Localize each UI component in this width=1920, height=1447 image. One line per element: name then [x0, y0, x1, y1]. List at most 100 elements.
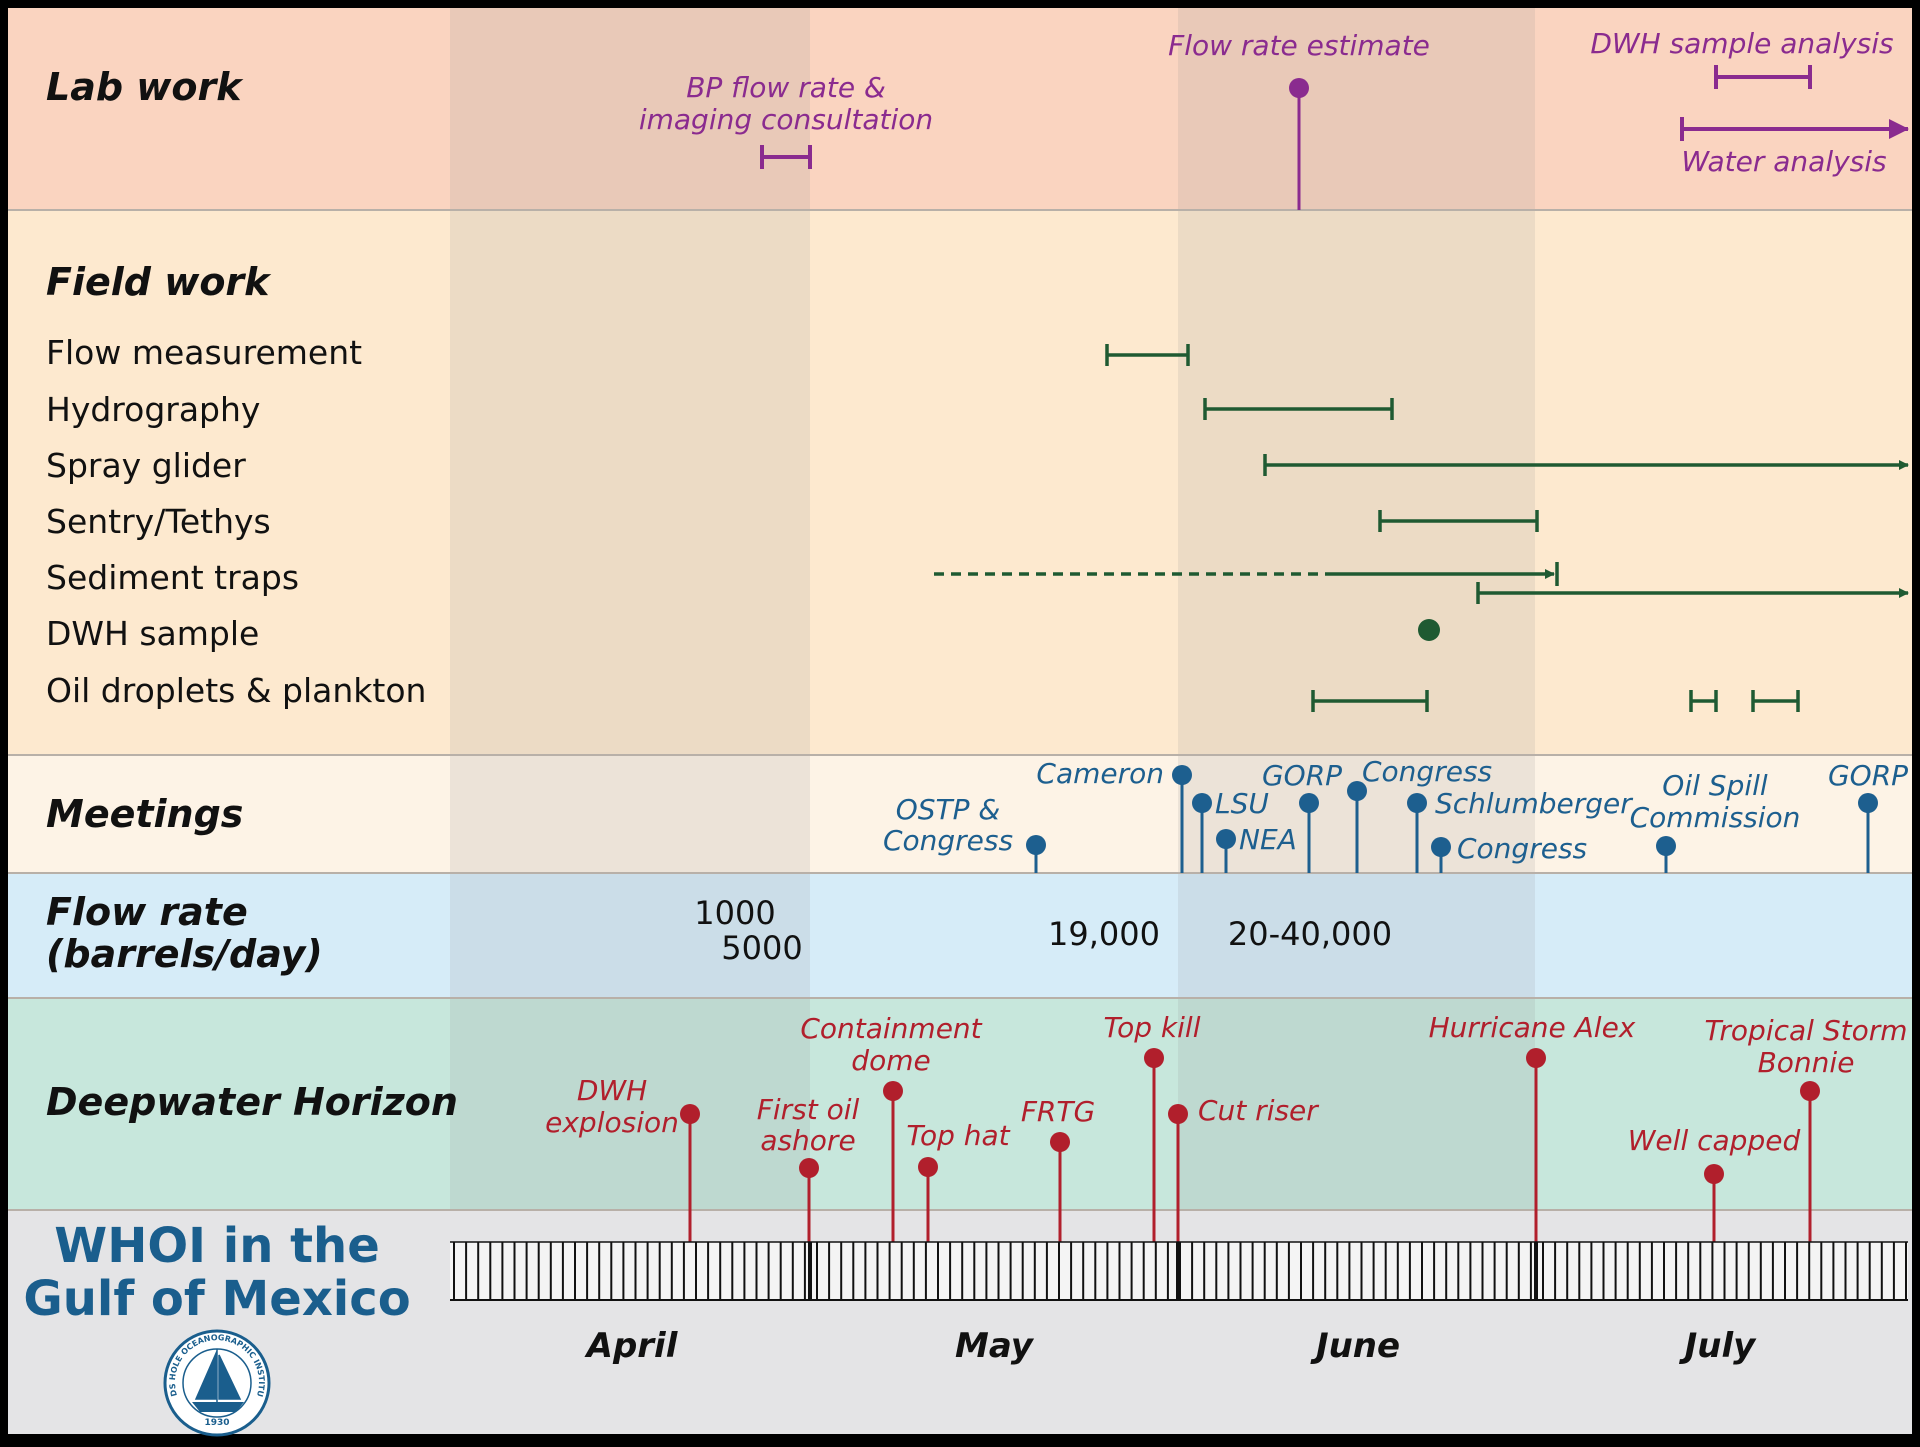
- brand-title-line-2: Gulf of Mexico: [23, 1271, 410, 1327]
- lab-flow-estimate-label: Flow rate estimate: [1168, 29, 1430, 62]
- row-spray-glider: Spray glider: [46, 446, 246, 485]
- field-oil-droplets-bars: [1311, 690, 1800, 712]
- row-sentry-tethys: Sentry/Tethys: [46, 502, 271, 541]
- dwh-band: [8, 998, 1912, 1210]
- flow-rate-unit: (barrels/day): [46, 932, 323, 976]
- meeting-gorp-1: [1299, 793, 1319, 873]
- meeting-schlumberger: [1407, 793, 1427, 873]
- brand-title-line-1: WHOI in the: [54, 1218, 380, 1274]
- section-dividers: [8, 209, 1912, 1211]
- dwh-top-hat-label: Top hat: [906, 1119, 1010, 1152]
- dwh-frtg-label: FRTG: [1021, 1095, 1095, 1128]
- meeting-nea-label: NEA: [1239, 823, 1297, 856]
- april-shade: [450, 8, 810, 1210]
- row-dwh-sample: DWH sample: [46, 614, 259, 653]
- meeting-gorp-1-label: GORP: [1262, 759, 1342, 792]
- dwh-hurricane-alex-pin: [1526, 1048, 1546, 1068]
- dwh-event-pins: [680, 1048, 1820, 1184]
- field-band: [8, 210, 1912, 755]
- lab-water-analysis-arrow: [1680, 117, 1909, 141]
- dwh-well-capped-pin: [1704, 1164, 1724, 1184]
- meeting-ostp-label-1: OSTP &: [896, 793, 1001, 826]
- lab-flow-estimate-pin: [1289, 78, 1309, 98]
- field-dwh-sample-dot: [1418, 619, 1440, 641]
- month-july: July: [1679, 1326, 1758, 1366]
- month-april: April: [584, 1326, 679, 1366]
- dwh-top-kill-label: Top kill: [1103, 1011, 1200, 1044]
- dwh-containment-dome-label-1: Containment: [800, 1012, 982, 1045]
- meeting-lsu: [1192, 793, 1212, 873]
- meetings-pins: [1026, 765, 1878, 873]
- dwh-first-oil-label-1: First oil: [757, 1093, 860, 1126]
- lab-work-title: Lab work: [46, 65, 244, 109]
- dwh-explosion-pin: [680, 1104, 700, 1124]
- dwh-hurricane-alex-label: Hurricane Alex: [1429, 1011, 1636, 1044]
- flow-rate-title: Flow rate: [46, 890, 248, 934]
- dwh-bonnie-label-2: Bonnie: [1758, 1046, 1855, 1079]
- dwh-containment-dome-pin: [883, 1081, 903, 1101]
- row-sediment-traps: Sediment traps: [46, 558, 299, 597]
- row-flow-measurement: Flow measurement: [46, 333, 362, 372]
- meetings-title: Meetings: [46, 792, 243, 836]
- lab-water-analysis-label: Water analysis: [1681, 145, 1886, 178]
- meetings-band: [8, 755, 1912, 873]
- lab-bp-label-1: BP flow rate &: [686, 71, 886, 104]
- seal-year: 1930: [204, 1418, 229, 1428]
- meeting-schlumberger-label: Schlumberger: [1435, 787, 1633, 820]
- meeting-ostp: [1026, 835, 1046, 873]
- dwh-explosion-label-1: DWH: [577, 1074, 647, 1107]
- flow-rate-5000: 5000: [721, 929, 802, 967]
- flow-rate-1000: 1000: [694, 894, 775, 932]
- meeting-cameron: [1172, 765, 1192, 873]
- deepwater-horizon-title: Deepwater Horizon: [46, 1080, 458, 1124]
- flow-band: [8, 873, 1912, 998]
- axis-day-ticks: [453, 1242, 1907, 1300]
- dwh-event-stems: [688, 1058, 1812, 1242]
- field-sentry-tethys-bar: [1378, 510, 1539, 532]
- meeting-nea: [1216, 829, 1236, 873]
- dwh-containment-dome-label-2: dome: [851, 1044, 930, 1077]
- flow-rate-20-40000: 20-40,000: [1228, 915, 1392, 953]
- flow-rate-19000: 19,000: [1048, 915, 1160, 953]
- meeting-gorp-2-label: GORP: [1828, 759, 1908, 792]
- meeting-cameron-label: Cameron: [1036, 757, 1164, 790]
- row-hydrography: Hydrography: [46, 390, 260, 429]
- lab-bp-consult-bar: [760, 145, 812, 169]
- dwh-explosion-label-2: explosion: [545, 1106, 679, 1139]
- meeting-oil-spill: [1656, 836, 1676, 873]
- meeting-oil-spill-label-1: Oil Spill: [1662, 769, 1768, 802]
- meeting-ostp-label-2: Congress: [883, 824, 1013, 857]
- meeting-congress-1: [1347, 781, 1367, 873]
- dwh-bonnie-pin: [1800, 1081, 1820, 1101]
- meeting-oil-spill-label-2: Commission: [1630, 801, 1801, 834]
- lab-bp-label-2: imaging consultation: [639, 103, 933, 136]
- field-work-title: Field work: [46, 260, 272, 304]
- lab-dwh-sample-analysis-bar: [1714, 65, 1812, 89]
- dwh-cut-riser-label: Cut riser: [1198, 1094, 1319, 1127]
- june-shade: [1178, 8, 1535, 1210]
- dwh-first-oil-label-2: ashore: [760, 1124, 855, 1157]
- meeting-congress-2-label: Congress: [1457, 832, 1587, 865]
- dwh-first-oil-pin: [799, 1158, 819, 1178]
- meeting-gorp-2: [1858, 793, 1878, 873]
- month-may: May: [955, 1326, 1035, 1366]
- dwh-bonnie-label-1: Tropical Storm: [1704, 1014, 1907, 1047]
- dwh-frtg-pin: [1050, 1132, 1070, 1152]
- field-spray-glider-arrow: [1263, 454, 1909, 476]
- dwh-top-kill-pin: [1144, 1048, 1164, 1068]
- meeting-congress-2: [1431, 837, 1451, 873]
- dwh-cut-riser-pin: [1168, 1104, 1188, 1124]
- dwh-well-capped-label: Well capped: [1628, 1124, 1801, 1157]
- meeting-congress-1-label: Congress: [1362, 755, 1492, 788]
- lab-band: [8, 8, 1912, 210]
- lab-dwh-sample-analysis-label: DWH sample analysis: [1590, 27, 1893, 60]
- row-oil-droplets: Oil droplets & plankton: [46, 671, 426, 710]
- month-june: June: [1310, 1326, 1400, 1366]
- field-hydrography-bar: [1203, 398, 1394, 420]
- dwh-top-hat-pin: [918, 1157, 938, 1177]
- meeting-lsu-label: LSU: [1215, 787, 1269, 820]
- field-flow-measurement-bar: [1105, 344, 1190, 366]
- field-sediment-traps-marks: [934, 562, 1909, 604]
